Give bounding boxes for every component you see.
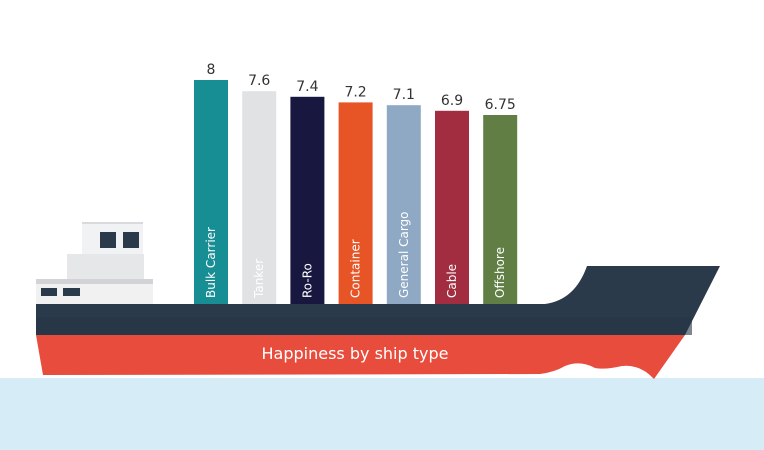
data-label: 7.1 <box>393 87 415 103</box>
water <box>0 378 764 450</box>
bar-1 <box>242 91 277 304</box>
data-label: 7.2 <box>344 84 366 100</box>
window-icon <box>123 232 139 248</box>
ship-cabin <box>36 222 153 304</box>
chart-title: Happiness by ship type <box>262 344 449 363</box>
category-label: Container <box>349 239 363 298</box>
category-label: Offshore <box>493 247 507 298</box>
data-label: 6.9 <box>441 93 463 109</box>
category-label: Bulk Carrier <box>204 227 218 298</box>
category-label: Ro-Ro <box>300 263 314 298</box>
bar-6 <box>483 115 518 304</box>
category-label: Cable <box>445 264 459 298</box>
window-icon <box>63 288 80 296</box>
category-label: General Cargo <box>397 211 411 298</box>
data-label: 7.6 <box>248 73 270 89</box>
category-label: Tanker <box>252 259 266 299</box>
data-label: 7.4 <box>296 79 318 95</box>
ship-hull-band <box>36 335 685 379</box>
bar-0 <box>194 80 228 304</box>
bar-4 <box>386 105 421 304</box>
data-label: 8 <box>207 62 216 78</box>
bar-5 <box>435 110 469 304</box>
bar-2 <box>290 96 325 304</box>
data-label: 6.75 <box>485 97 516 113</box>
window-icon <box>41 288 57 296</box>
window-icon <box>100 232 116 248</box>
bar-3 <box>338 102 373 305</box>
